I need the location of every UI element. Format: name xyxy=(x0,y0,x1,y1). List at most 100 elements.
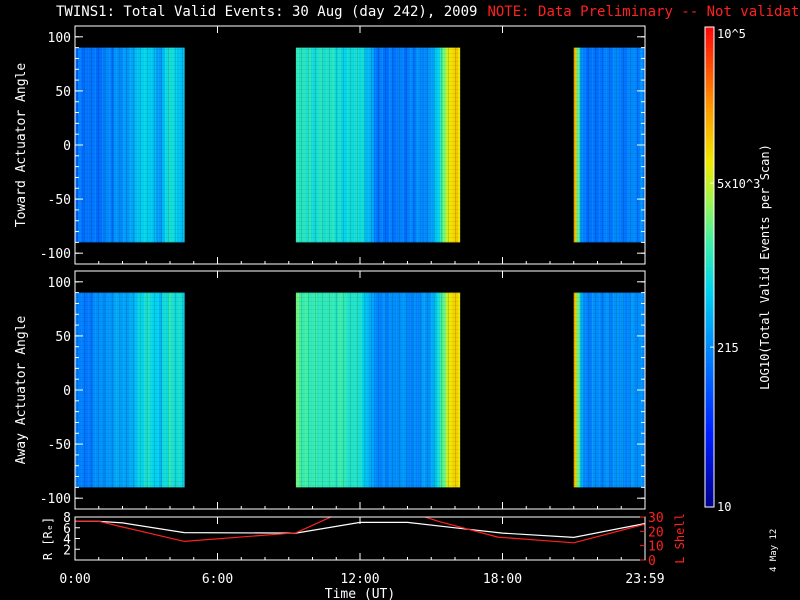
colorbar-frame xyxy=(704,26,715,508)
colorbar-swatch xyxy=(705,431,714,436)
y-right-tick-label: 20 xyxy=(648,525,664,540)
colorbar-swatch xyxy=(705,351,714,356)
colorbar-swatch xyxy=(705,163,714,168)
colorbar-swatch xyxy=(705,387,714,392)
y-tick-label: -100 xyxy=(40,492,71,507)
y-left-tick-label: 4 xyxy=(63,533,71,548)
colorbar-swatch xyxy=(705,43,714,48)
colorbar-swatch xyxy=(705,103,714,108)
colorbar-swatch xyxy=(705,323,714,328)
colorbar-swatch xyxy=(705,343,714,348)
colorbar-swatch xyxy=(705,31,714,36)
colorbar-swatch xyxy=(705,263,714,268)
colorbar-swatch xyxy=(705,259,714,264)
colorbar-swatch xyxy=(705,415,714,420)
y-right-tick-label: 0 xyxy=(648,554,656,569)
x-tick-label: 23:59 xyxy=(625,572,664,587)
colorbar-swatch xyxy=(705,135,714,140)
colorbar-swatch xyxy=(705,35,714,40)
colorbar-swatch xyxy=(705,255,714,260)
y-right-tick-label: 30 xyxy=(648,511,664,526)
colorbar-swatch xyxy=(705,231,714,236)
colorbar-swatch xyxy=(705,63,714,68)
colorbar-swatch xyxy=(705,463,714,468)
colorbar-swatch xyxy=(705,219,714,224)
colorbar-swatch xyxy=(705,291,714,296)
colorbar-swatch xyxy=(705,299,714,304)
colorbar-swatch xyxy=(705,159,714,164)
y-left-tick-label: 2 xyxy=(63,543,71,558)
colorbar-swatch xyxy=(705,503,714,508)
colorbar-swatch xyxy=(705,499,714,504)
y-right-axis-label: L Shell xyxy=(673,513,687,564)
colorbar-swatch xyxy=(705,95,714,100)
colorbar-swatch xyxy=(705,411,714,416)
colorbar: 10 215 5x10^3 10^5 LOG10(Total Valid Events … xyxy=(704,26,772,514)
heatmap-texture xyxy=(295,47,460,243)
colorbar-swatch xyxy=(705,91,714,96)
colorbar-swatch xyxy=(705,455,714,460)
colorbar-swatch xyxy=(705,307,714,312)
colorbar-swatch xyxy=(705,383,714,388)
colorbar-swatch xyxy=(705,227,714,232)
y-left-tick-label: 6 xyxy=(63,522,71,537)
colorbar-swatch xyxy=(705,315,714,320)
colorbar-swatch xyxy=(705,79,714,84)
x-tick-label: 6:00 xyxy=(202,572,233,587)
colorbar-tick-label: 5x10^3 xyxy=(717,177,760,191)
colorbar-swatch xyxy=(705,115,714,120)
lshell-series-line xyxy=(75,517,645,544)
y-tick-label: 0 xyxy=(63,139,71,154)
colorbar-swatch xyxy=(705,467,714,472)
colorbar-swatch xyxy=(705,131,714,136)
colorbar-swatch xyxy=(705,199,714,204)
y-tick-label: -100 xyxy=(40,247,71,262)
y-tick-label: -50 xyxy=(48,438,71,453)
colorbar-swatch xyxy=(705,235,714,240)
colorbar-swatch xyxy=(705,347,714,352)
middle-heatmap-panel: 100 50 0 -50 -100 Away Actuator Angle xyxy=(14,270,646,510)
colorbar-swatch xyxy=(705,427,714,432)
colorbar-swatch xyxy=(705,83,714,88)
colorbar-swatch xyxy=(705,331,714,336)
colorbar-swatch xyxy=(705,475,714,480)
colorbar-swatch xyxy=(705,327,714,332)
colorbar-swatch xyxy=(705,75,714,80)
colorbar-swatch xyxy=(705,67,714,72)
colorbar-swatch xyxy=(705,55,714,60)
colorbar-swatch xyxy=(705,479,714,484)
colorbar-swatch xyxy=(705,179,714,184)
colorbar-swatch xyxy=(705,59,714,64)
x-axis-label: Time (UT) xyxy=(325,587,395,600)
colorbar-swatch xyxy=(705,147,714,152)
colorbar-swatch xyxy=(705,451,714,456)
colorbar-swatch xyxy=(705,187,714,192)
colorbar-swatch xyxy=(705,27,714,32)
colorbar-swatch xyxy=(705,423,714,428)
y-right-tick-label: 10 xyxy=(648,540,664,555)
colorbar-swatch xyxy=(705,47,714,52)
top-heatmap-panel: 100 50 0 -50 -100 Toward Actuator Angle xyxy=(14,25,646,265)
colorbar-swatch xyxy=(705,167,714,172)
colorbar-swatch xyxy=(705,51,714,56)
colorbar-tick-label: 10^5 xyxy=(717,27,746,41)
colorbar-swatch xyxy=(705,283,714,288)
heatmap-texture xyxy=(75,292,185,488)
colorbar-swatch xyxy=(705,143,714,148)
colorbar-swatch xyxy=(705,379,714,384)
colorbar-swatch xyxy=(705,403,714,408)
y-tick-label: 0 xyxy=(63,384,71,399)
y-left-axis-label: R [Rₑ] xyxy=(41,517,55,560)
colorbar-swatch xyxy=(705,111,714,116)
x-tick-label: 0:00 xyxy=(59,572,90,587)
y-axis-label: Away Actuator Angle xyxy=(14,315,29,464)
colorbar-swatch xyxy=(705,39,714,44)
colorbar-swatch xyxy=(705,435,714,440)
y-left-tick-label: 8 xyxy=(63,511,71,526)
heatmap-texture xyxy=(573,292,645,488)
y-tick-label: 100 xyxy=(48,276,71,291)
y-tick-label: -50 xyxy=(48,193,71,208)
colorbar-swatch xyxy=(705,127,714,132)
